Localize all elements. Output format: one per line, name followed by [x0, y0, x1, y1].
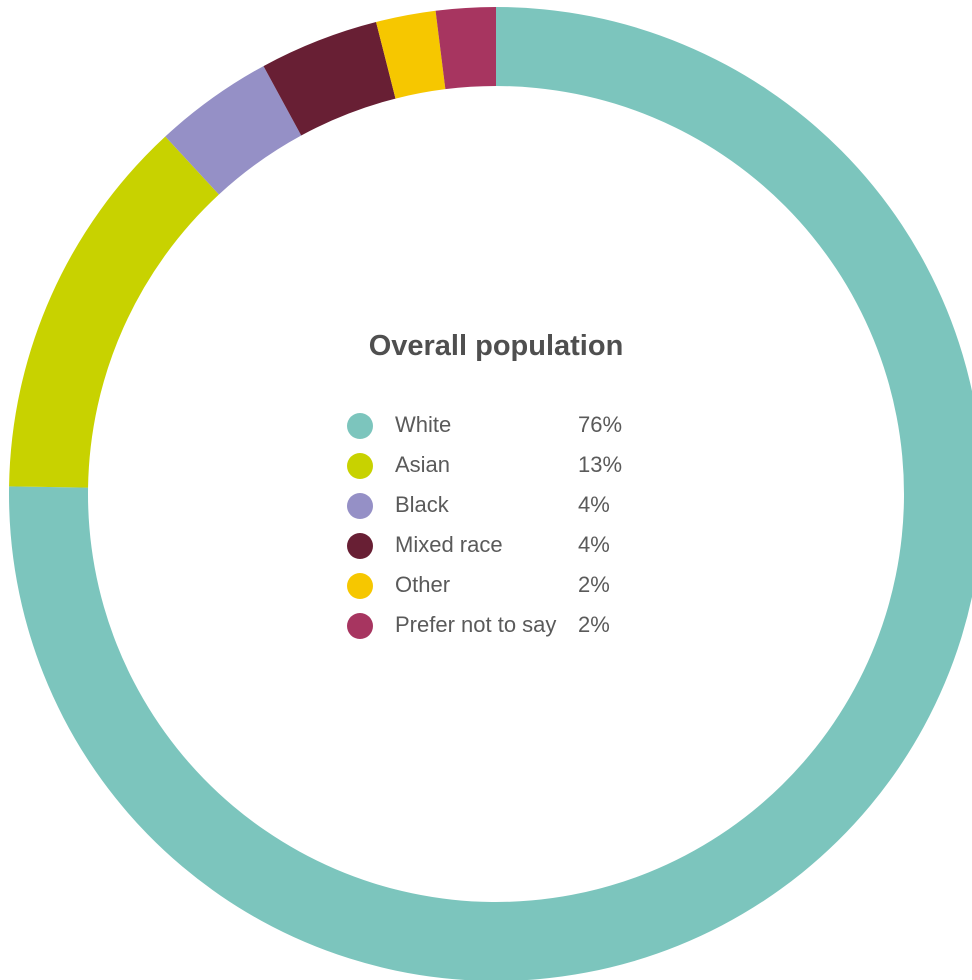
legend-label-black: Black	[395, 492, 449, 517]
slice-mixed-race	[263, 22, 396, 136]
chart-title: Overall population	[368, 330, 624, 362]
legend-label-asian: Asian	[395, 452, 451, 477]
legend-swatch-prefer-not-to-say	[347, 613, 373, 639]
legend-value-black: 4%	[578, 492, 610, 517]
legend-value-other: 2%	[578, 572, 610, 597]
legend-label-white: White	[395, 412, 452, 437]
legend-value-mixed-race: 4%	[578, 532, 610, 557]
legend-value-asian: 13%	[578, 452, 623, 477]
legend: White 76% Asian 13% Black 4% Mixed race …	[347, 406, 647, 646]
legend-swatch-mixed-race	[347, 533, 373, 559]
legend-item-prefer-not-to-say: Prefer not to say 2%	[347, 606, 647, 646]
legend-item-asian: Asian 13%	[347, 446, 647, 486]
legend-item-mixed-race: Mixed race 4%	[347, 526, 647, 566]
slice-other	[376, 10, 446, 99]
legend-swatch-white	[347, 413, 373, 439]
legend-swatch-black	[347, 493, 373, 519]
legend-label-prefer-not-to-say: Prefer not to say	[395, 612, 557, 637]
legend-item-black: Black 4%	[347, 486, 647, 526]
slice-prefer-not-to-say	[435, 7, 496, 90]
legend-value-white: 76%	[578, 412, 623, 437]
slice-black	[165, 66, 302, 195]
legend-swatch-asian	[347, 453, 373, 479]
legend-value-prefer-not-to-say: 2%	[578, 612, 610, 637]
legend-label-other: Other	[395, 572, 451, 597]
legend-item-other: Other 2%	[347, 566, 647, 606]
legend-label-mixed-race: Mixed race	[395, 532, 503, 557]
slice-asian	[9, 136, 219, 488]
legend-swatch-other	[347, 573, 373, 599]
legend-item-white: White 76%	[347, 406, 647, 446]
